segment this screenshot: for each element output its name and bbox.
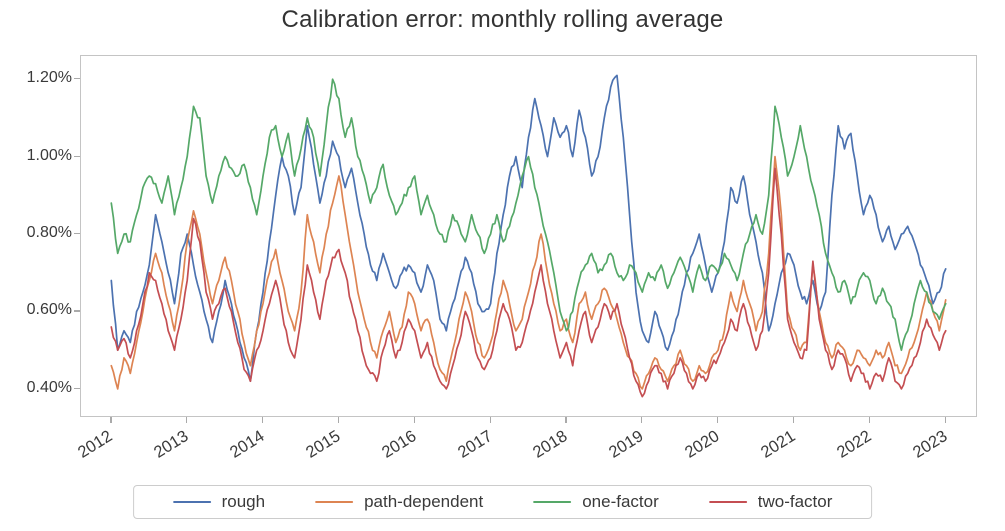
legend-line-swatch [533,500,572,504]
y-tick-label: 0.40% [26,378,72,396]
legend-label: path-dependent [364,492,484,511]
x-tick-mark [337,417,340,423]
x-tick-label: 2022 [833,427,875,462]
x-tick-label: 2015 [302,427,344,462]
x-tick-mark [186,417,188,423]
legend-line-swatch [708,500,747,504]
y-tick-mark [74,387,80,390]
y-tick-mark [74,78,80,80]
x-tick-mark [944,417,946,423]
x-tick-mark [413,417,415,423]
y-tick-mark [74,233,80,235]
legend-line-swatch [315,500,354,504]
y-tick-label: 0.60% [26,301,72,319]
x-tick-mark [868,417,870,423]
y-tick-mark [74,155,80,157]
x-tick-label: 2016 [378,427,420,462]
x-tick-label: 2014 [226,427,268,462]
x-tick-mark [717,417,719,423]
x-tick-mark [792,417,795,423]
legend-box: rough path-dependent one-factor two-factor [132,485,873,519]
x-tick-mark [110,417,112,423]
x-tick-label: 2017 [454,427,496,462]
x-tick-label: 2019 [606,427,647,462]
legend-label: rough [221,492,266,511]
x-tick-label: 2021 [757,427,799,462]
x-tick-mark [262,417,264,423]
y-tick-mark [74,310,80,312]
legend-label: one-factor [582,492,659,511]
plot-area [80,55,977,417]
chart-title: Calibration error: monthly rolling avera… [281,6,724,33]
y-tick-label: 1.20% [26,69,72,87]
x-tick-label: 2012 [75,427,116,462]
x-tick-label: 2023 [909,427,951,462]
x-tick-mark [489,417,491,423]
x-tick-label: 2020 [681,427,723,462]
series-line-path-dependent [110,155,947,390]
legend-item-rough: rough [172,492,266,512]
plot-canvas [110,74,947,398]
legend-item-path-dependent: path-dependent [315,492,483,512]
legend-item-one-factor: one-factor [533,492,659,512]
legend-label: two-factor [757,492,833,511]
x-tick-label: 2018 [530,427,571,462]
legend-item-two-factor: two-factor [708,492,833,512]
series-line-one-factor [110,78,947,352]
series-line-two-factor [110,167,947,398]
x-tick-mark [565,417,567,423]
legend-line-swatch [172,500,211,504]
y-tick-label: 1.00% [26,146,72,164]
x-tick-mark [641,417,643,423]
x-tick-label: 2013 [151,427,192,462]
y-tick-label: 0.80% [26,224,72,242]
